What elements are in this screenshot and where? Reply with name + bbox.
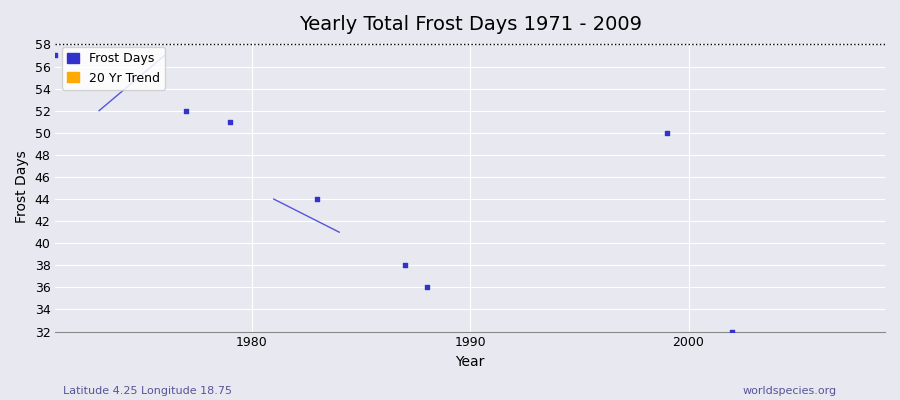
Point [398,262,412,268]
Text: worldspecies.org: worldspecies.org [742,386,837,396]
Point [660,130,674,136]
Point [223,118,238,125]
Point [310,196,325,202]
Point [179,108,194,114]
Point [419,284,434,291]
Point [49,52,63,59]
Y-axis label: Frost Days: Frost Days [15,150,29,223]
Point [725,328,740,335]
X-axis label: Year: Year [455,355,485,369]
Legend: Frost Days, 20 Yr Trend: Frost Days, 20 Yr Trend [62,47,166,90]
Title: Yearly Total Frost Days 1971 - 2009: Yearly Total Frost Days 1971 - 2009 [299,15,642,34]
Text: Latitude 4.25 Longitude 18.75: Latitude 4.25 Longitude 18.75 [63,386,232,396]
